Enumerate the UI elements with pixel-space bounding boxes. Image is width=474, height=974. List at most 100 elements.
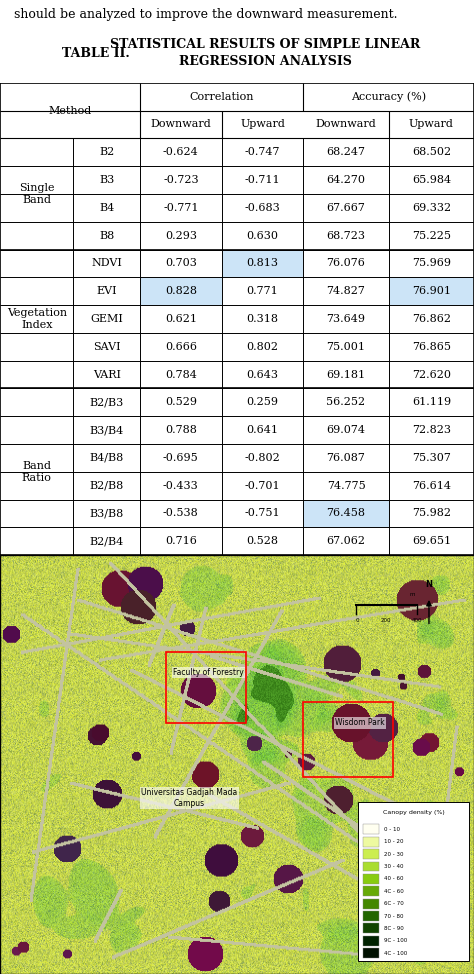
Text: 6C - 70: 6C - 70: [384, 901, 404, 906]
Text: 0.259: 0.259: [246, 397, 279, 407]
Text: Wisdom Park: Wisdom Park: [336, 718, 385, 728]
Text: 20 - 30: 20 - 30: [384, 851, 403, 857]
Text: 75.001: 75.001: [327, 342, 365, 352]
Text: Accuracy (%): Accuracy (%): [351, 92, 426, 102]
Text: 0.788: 0.788: [165, 425, 197, 435]
Text: 67.062: 67.062: [327, 537, 365, 546]
Text: 0: 0: [356, 618, 360, 623]
Bar: [363, 923, 379, 933]
Text: -0.538: -0.538: [163, 508, 199, 518]
Text: STATISTICAL RESULTS OF SIMPLE LINEAR
REGRESSION ANALYSIS: STATISTICAL RESULTS OF SIMPLE LINEAR REG…: [110, 38, 420, 68]
Text: 0 - 10: 0 - 10: [384, 827, 400, 832]
Text: 67.667: 67.667: [327, 203, 365, 213]
Text: Downward: Downward: [316, 120, 376, 130]
Text: Vegetation
Index: Vegetation Index: [7, 308, 67, 330]
Text: m: m: [410, 592, 415, 597]
Text: 400: 400: [412, 618, 422, 623]
Bar: [363, 899, 379, 909]
Text: 76.901: 76.901: [412, 286, 451, 296]
Text: B3: B3: [99, 175, 114, 185]
Text: 0.666: 0.666: [165, 342, 197, 352]
Text: -0.771: -0.771: [163, 203, 199, 213]
Text: 4C - 60: 4C - 60: [384, 889, 404, 894]
Text: Faculty of Forestry: Faculty of Forestry: [173, 668, 244, 677]
Text: -0.695: -0.695: [163, 453, 199, 463]
Text: 69.651: 69.651: [412, 537, 451, 546]
Text: Universitas Gadjah Mada
Campus: Universitas Gadjah Mada Campus: [141, 788, 238, 807]
Text: B2: B2: [99, 147, 114, 157]
Text: Method: Method: [48, 105, 91, 116]
Text: 0.802: 0.802: [246, 342, 279, 352]
Text: 65.984: 65.984: [412, 175, 451, 185]
Text: 0.318: 0.318: [246, 314, 279, 324]
Text: TABLE II.: TABLE II.: [62, 47, 129, 59]
Text: 68.723: 68.723: [327, 231, 365, 241]
Text: B8: B8: [99, 231, 114, 241]
Text: 0.621: 0.621: [165, 314, 197, 324]
Bar: [389, 278, 474, 305]
Text: 30 - 40: 30 - 40: [384, 864, 403, 869]
Text: 75.225: 75.225: [412, 231, 451, 241]
Text: -0.683: -0.683: [245, 203, 281, 213]
Bar: [303, 500, 389, 527]
Text: 76.865: 76.865: [412, 342, 451, 352]
Bar: [363, 911, 379, 921]
Bar: [363, 874, 379, 883]
Text: should be analyzed to improve the downward measurement.: should be analyzed to improve the downwa…: [14, 8, 398, 21]
Text: -0.624: -0.624: [163, 147, 199, 157]
Text: 0.703: 0.703: [165, 258, 197, 269]
Text: -0.723: -0.723: [163, 175, 199, 185]
Text: 75.969: 75.969: [412, 258, 451, 269]
Text: 69.181: 69.181: [327, 369, 365, 380]
Text: B2/B8: B2/B8: [90, 481, 124, 491]
Text: B3/B8: B3/B8: [90, 508, 124, 518]
Text: SAVI: SAVI: [93, 342, 120, 352]
Text: 75.982: 75.982: [412, 508, 451, 518]
Bar: [363, 949, 379, 958]
Bar: [363, 837, 379, 846]
Bar: [358, 803, 469, 961]
Text: 8C - 90: 8C - 90: [384, 926, 404, 931]
Text: Upward: Upward: [240, 120, 285, 130]
Text: Canopy density (%): Canopy density (%): [383, 810, 445, 815]
Bar: [303, 701, 393, 777]
Text: B4: B4: [99, 203, 114, 213]
Text: Correlation: Correlation: [189, 92, 254, 101]
Text: B2/B4: B2/B4: [90, 537, 124, 546]
Text: 76.614: 76.614: [412, 481, 451, 491]
Text: -0.747: -0.747: [245, 147, 280, 157]
Text: 74.827: 74.827: [327, 286, 365, 296]
Text: 75.307: 75.307: [412, 453, 451, 463]
Bar: [363, 862, 379, 872]
Text: 0.528: 0.528: [246, 537, 279, 546]
Text: Downward: Downward: [150, 120, 211, 130]
Text: 76.458: 76.458: [327, 508, 365, 518]
Text: 64.270: 64.270: [327, 175, 365, 185]
Text: 76.862: 76.862: [412, 314, 451, 324]
Text: 68.502: 68.502: [412, 147, 451, 157]
Text: 73.649: 73.649: [327, 314, 365, 324]
Text: 4C - 100: 4C - 100: [384, 951, 407, 955]
Bar: [363, 886, 379, 896]
Text: B4/B8: B4/B8: [90, 453, 124, 463]
Text: 0.641: 0.641: [246, 425, 279, 435]
Text: -0.802: -0.802: [245, 453, 281, 463]
Bar: [363, 936, 379, 946]
Text: 0.771: 0.771: [247, 286, 278, 296]
Text: 0.784: 0.784: [165, 369, 197, 380]
Bar: [363, 824, 379, 835]
Text: GEMI: GEMI: [90, 314, 123, 324]
Text: 0.813: 0.813: [246, 258, 279, 269]
Text: 76.087: 76.087: [327, 453, 365, 463]
Text: EVI: EVI: [96, 286, 117, 296]
Text: 69.332: 69.332: [412, 203, 451, 213]
Text: 56.252: 56.252: [327, 397, 365, 407]
Text: 9C - 100: 9C - 100: [384, 938, 407, 943]
Text: VARI: VARI: [92, 369, 121, 380]
Text: 200: 200: [381, 618, 392, 623]
Text: 69.074: 69.074: [327, 425, 365, 435]
Text: 72.620: 72.620: [412, 369, 451, 380]
Text: -0.701: -0.701: [245, 481, 281, 491]
Text: Upward: Upward: [409, 120, 454, 130]
Text: 72.823: 72.823: [412, 425, 451, 435]
